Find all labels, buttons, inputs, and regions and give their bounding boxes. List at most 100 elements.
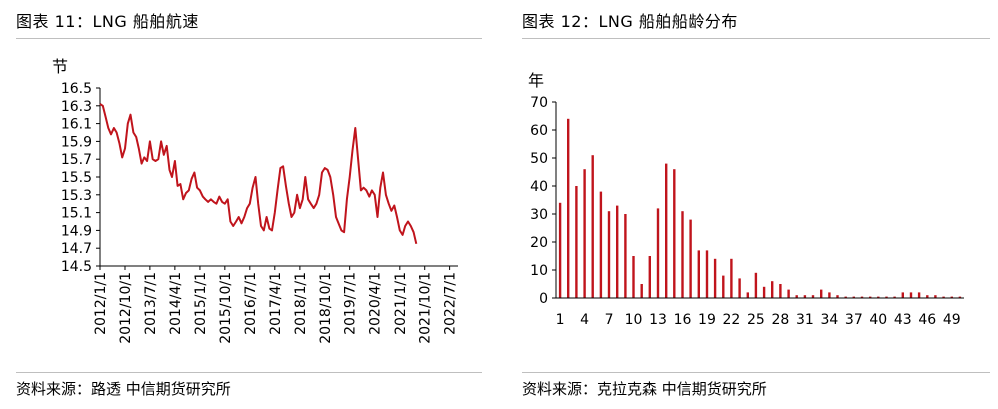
x-tick-label: 2018/10/1 (318, 272, 334, 344)
y-tick-label: 14.5 (61, 259, 92, 275)
speed-line-chart: 节 16.5 16.3 16.115.9 15.7 15.5 15.3 15.114.9 14.… (52, 57, 459, 344)
x-tick-label: 2016/7/1 (243, 272, 259, 335)
y-tick-label: 20 (530, 235, 548, 251)
age-bar (583, 169, 586, 298)
x-tick-label: 31 (796, 312, 814, 328)
age-bar (632, 256, 635, 298)
y-tick-label: 14.7 (61, 241, 92, 257)
age-bar (673, 169, 676, 298)
age-bar (754, 272, 758, 298)
source-divider (522, 372, 990, 373)
age-bar (607, 211, 611, 298)
age-bar (722, 275, 725, 298)
age-bar (958, 296, 962, 298)
age-bar (665, 163, 668, 298)
x-tick-label: 2019/7/1 (343, 272, 359, 335)
age-bar-chart: 年 70 60 50 40 30 20 10 01 4 7 10 13 16 19 22 25 28 31 34 37 4… (528, 71, 964, 328)
x-tick-label: 34 (820, 312, 838, 328)
x-tick-label: 46 (918, 312, 936, 328)
age-bar (877, 296, 880, 298)
x-tick-label: 2020/4/1 (368, 272, 384, 335)
y-tick-label: 15.5 (61, 170, 92, 186)
age-chart-panel: 图表 12：LNG 船舶船龄分布 年 70 60 50 40 30 20 10 0 1 4 7 10 13… (506, 0, 998, 409)
age-bar (836, 295, 839, 298)
age-bar (795, 295, 798, 298)
source-note: 资料来源：克拉克森 中信期货研究所 (522, 380, 767, 398)
age-bar (771, 281, 774, 298)
age-bar (713, 258, 717, 298)
age-bar (567, 118, 570, 298)
age-bar (803, 295, 807, 298)
x-tick-label: 2017/4/1 (268, 272, 284, 335)
x-tick-label: 1 (556, 312, 565, 328)
y-tick-label: 0 (539, 291, 548, 307)
age-bar (828, 292, 831, 298)
y-tick-label: 16.3 (61, 99, 92, 115)
title-divider (522, 38, 990, 39)
age-bar (852, 296, 855, 298)
age-bar (934, 295, 937, 298)
age-bar (697, 250, 700, 298)
x-tick-label: 4 (580, 312, 589, 328)
title-divider (16, 38, 482, 39)
x-tick-label: 2018/1/1 (293, 272, 309, 335)
x-tick-label: 43 (894, 312, 912, 328)
x-tick-label: 13 (649, 312, 667, 328)
y-tick-label: 14.9 (61, 223, 92, 239)
x-tick-label: 22 (723, 312, 741, 328)
y-axis-unit: 节 (52, 57, 68, 76)
y-tick-label: 60 (530, 123, 548, 139)
age-bar (885, 296, 888, 298)
chart-title: 图表 12：LNG 船舶船龄分布 (522, 12, 738, 31)
x-tick-label: 7 (605, 312, 614, 328)
age-bar (762, 286, 766, 298)
age-bar (901, 292, 904, 298)
y-tick-label: 16.5 (61, 81, 92, 97)
x-tick-label: 2015/10/1 (218, 272, 234, 344)
age-bar (942, 296, 945, 298)
age-bar (738, 278, 741, 298)
y-tick-label: 15.9 (61, 134, 92, 150)
x-tick-label: 25 (747, 312, 765, 328)
x-tick-label: 2012/10/1 (118, 272, 134, 344)
age-bar (779, 284, 782, 298)
y-tick-label: 30 (530, 207, 548, 223)
x-tick-label: 19 (698, 312, 716, 328)
age-bar (909, 292, 913, 298)
y-tick-label: 40 (530, 179, 548, 195)
chart-title: 图表 11：LNG 船舶航速 (16, 12, 199, 31)
x-tick-label: 2012/1/1 (93, 272, 109, 335)
x-tick-label: 2015/1/1 (193, 272, 209, 335)
y-tick-label: 15.7 (61, 152, 92, 168)
y-tick-label: 15.1 (61, 206, 92, 222)
x-tick-label: 28 (771, 312, 789, 328)
age-bar (820, 289, 823, 298)
age-bar (893, 296, 896, 298)
x-tick-label: 40 (869, 312, 887, 328)
age-bar (656, 208, 660, 298)
source-divider (16, 372, 482, 373)
age-bar (811, 295, 815, 298)
age-bar (681, 211, 684, 298)
age-bar (648, 256, 651, 298)
age-bar (746, 292, 749, 298)
age-bar (869, 296, 872, 298)
age-bar (926, 295, 929, 298)
x-tick-label: 16 (674, 312, 692, 328)
y-tick-label: 15.3 (61, 188, 92, 204)
age-bar (730, 258, 733, 298)
age-bar (558, 202, 562, 298)
x-tick-label: 10 (625, 312, 643, 328)
age-bar (689, 219, 692, 298)
x-tick-label: 2021/1/1 (393, 272, 409, 335)
age-bar (575, 186, 578, 298)
x-tick-label: 2021/10/1 (418, 272, 434, 344)
x-tick-label: 37 (845, 312, 863, 328)
speed-series-line (99, 103, 418, 245)
age-bar (616, 205, 619, 298)
age-bar (860, 296, 864, 298)
speed-chart-panel: 图表 11：LNG 船舶航速 节 16.5 16.3 16.1 15.9 15.7 15.5… (0, 0, 490, 409)
age-bar (787, 289, 790, 298)
y-tick-label: 70 (530, 95, 548, 111)
age-bar (705, 250, 709, 298)
